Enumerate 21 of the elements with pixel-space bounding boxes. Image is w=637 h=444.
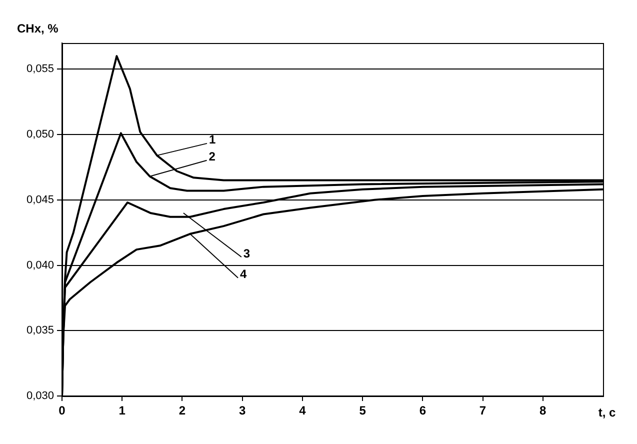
x-tick-label: 8: [540, 404, 547, 418]
annotation: 4: [240, 267, 248, 282]
y-axis-title: CHx, %: [17, 21, 59, 36]
x-tick-label: 3: [238, 404, 246, 418]
x-tick-label: 1: [118, 404, 126, 418]
y-tick-label: 0,050: [26, 128, 54, 141]
x-tick-label: 2: [178, 404, 186, 418]
x-axis-title: t, c: [598, 405, 616, 420]
y-tick-label: 0,055: [26, 63, 54, 76]
annotation: 1: [208, 132, 216, 147]
x-tick-label: 0: [58, 404, 66, 418]
y-tick-label: 0,035: [26, 324, 54, 337]
y-tick-label: 0,040: [26, 259, 54, 272]
y-tick-label: 0,030: [26, 390, 54, 402]
x-tick-label: 6: [419, 404, 426, 418]
x-tick-label: 4: [299, 404, 306, 418]
y-tick-label: 0,045: [26, 194, 54, 206]
x-tick-label: 7: [479, 404, 486, 418]
x-tick-label: 5: [359, 404, 366, 418]
annotation: 3: [243, 246, 250, 260]
annotation: 2: [208, 150, 216, 164]
